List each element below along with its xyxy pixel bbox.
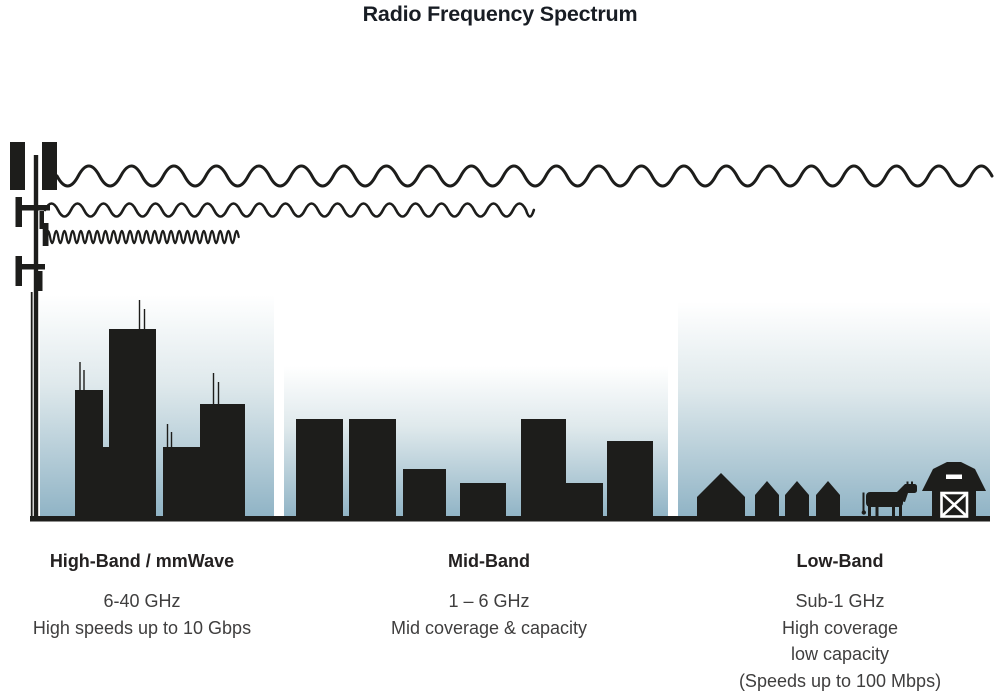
page-title: Radio Frequency Spectrum	[362, 2, 638, 26]
lowband-houses	[697, 473, 840, 519]
highband-description: High speeds up to 10 Gbps	[32, 617, 252, 638]
highband-city-skyline	[75, 300, 245, 519]
midband-heading: Mid-Band	[448, 551, 530, 571]
lowband-heading: Low-Band	[796, 551, 884, 571]
lowband-speed-note: (Speeds up to 100 Mbps)	[738, 670, 942, 691]
ground-line	[30, 516, 990, 522]
midband-frequency: 1 – 6 GHz	[448, 591, 530, 611]
lowband-coverage: High coverage	[781, 617, 899, 638]
radio-wave-icons	[43, 164, 994, 245]
highband-heading: High-Band / mmWave	[49, 551, 235, 571]
lowband-capacity: low capacity	[790, 644, 890, 664]
barn-icon	[922, 462, 986, 519]
highband-frequency: 6-40 GHz	[103, 591, 181, 611]
midband-description: Mid coverage & capacity	[390, 617, 588, 638]
midband-label: Mid-Band 1 – 6 GHz Mid coverage & capaci…	[369, 551, 609, 641]
cow-icon	[861, 481, 917, 519]
midband-town-skyline	[296, 419, 653, 519]
lowband-frequency: Sub-1 GHz	[795, 591, 885, 611]
highband-label: High-Band / mmWave 6-40 GHz High speeds …	[22, 551, 262, 641]
lowband-label: Low-Band Sub-1 GHz High coverage low cap…	[705, 551, 975, 694]
